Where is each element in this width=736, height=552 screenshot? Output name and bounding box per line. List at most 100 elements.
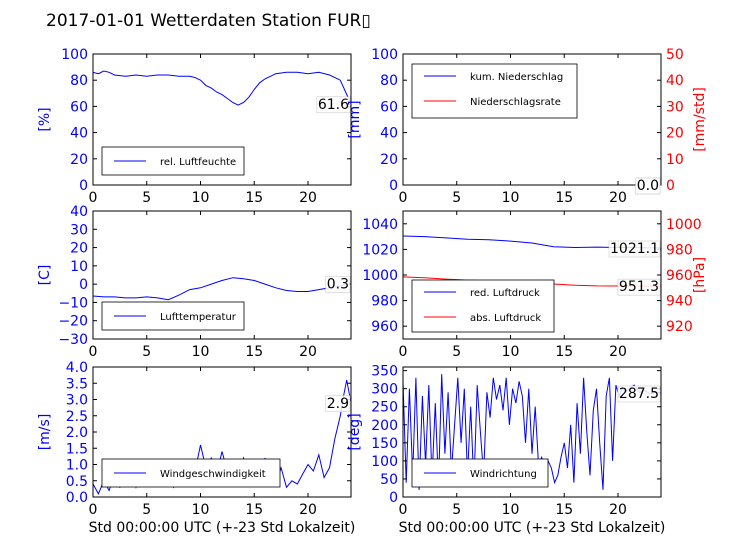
y2-tick-label: 0 [666,178,675,194]
x-tick-label: 0 [399,190,408,206]
y2-tick-label: 40 [666,73,684,89]
y-tick-label: 980 [371,294,398,310]
series-line-windrichtung [403,374,661,490]
last-value-label-box [617,385,661,403]
y-axis-label: [%] [37,107,53,131]
legend-box [411,63,578,119]
x-tick-label: 15 [555,190,573,206]
x-tick-label: 0 [399,344,408,360]
last-value-label: 287.5 [619,386,659,402]
y-tick-label: 100 [61,47,88,63]
y-tick-label: 3.5 [66,376,88,392]
last-value-label-2: 951.3 [619,279,659,295]
x-tick-label: 20 [299,344,317,360]
legend-label: kum. Niederschlag [470,72,563,83]
y-axis-label: [m/s] [37,414,53,451]
y-tick-label: 1040 [362,217,398,233]
y2-tick-label: 50 [666,47,684,63]
y-tick-label: 0 [389,490,398,506]
y-tick-label: 300 [371,382,398,398]
x-tick-label: 5 [452,190,461,206]
x-tick-label: 5 [452,502,461,518]
subplot-precip: 0 5 10 15 20 0 20 40 60 80 100 0 10 20 30 40 50 [mm] [mm/s… [347,47,708,206]
y-tick-label: 40 [70,126,88,142]
x-axis-label: Std 00:00:00 UTC (+-23 Std Lokalzeit) [399,520,666,536]
y-tick-label: 1020 [362,242,398,258]
y-tick-label: 20 [70,152,88,168]
axes-frame [402,366,662,498]
y2-tick-label: 10 [666,152,684,168]
y2-tick-label: 980 [666,242,693,258]
x-tick-label: 0 [89,502,98,518]
y2-axis-label: [mm/std] [692,87,708,152]
subplot-temperature: 0 5 10 15 20 −30 −20 −10 0 10 20 30 40 [C] Lufttempera… [37,204,352,360]
last-value-label: 1021.1 [610,241,659,257]
x-tick-label: 20 [609,502,627,518]
x-tick-label: 15 [555,502,573,518]
y-tick-label: 2.0 [66,425,88,441]
y-tick-label: 80 [70,73,88,89]
y2-tick-label: 940 [666,294,693,310]
y-tick-label: 4.0 [66,360,88,376]
x-tick-label: 5 [142,502,151,518]
legend-label: Lufttemperatur [160,312,237,323]
last-value-label-box [325,276,351,293]
last-value-label: 61.6 [318,97,349,113]
y2-tick-label: 1000 [666,217,702,233]
y-tick-label: 80 [380,73,398,89]
x-tick-label: 10 [502,502,520,518]
y-tick-label: 1.5 [66,441,88,457]
y-tick-label: 250 [371,400,398,416]
y2-axis-label: [hPa] [692,257,708,293]
series-line-lufttemperatur [93,277,351,301]
x-tick-label: 10 [192,344,210,360]
y-tick-label: 150 [371,436,398,452]
axes-frame [92,53,352,186]
last-value-label-2: 0.0 [637,178,659,194]
y-tick-label: 3.0 [66,393,88,409]
x-tick-label: 20 [609,190,627,206]
y-tick-label: 100 [371,454,398,470]
x-tick-label: 15 [245,190,263,206]
y-axis-label: [C] [37,265,53,286]
last-value-label-box [316,96,351,114]
subplot-pressure: 0 5 10 15 20 960 980 1000 1020 1040 920 940 960 980 10… [362,210,708,360]
legend-box [411,279,555,333]
y2-tick-label: 960 [666,268,693,284]
legend-label: Niederschlagsrate [470,97,561,108]
x-tick-label: 20 [299,190,317,206]
legend-label: Windgeschwindigkeit [160,469,266,480]
y-tick-label: 350 [371,364,398,380]
subplot-windspeed: 0 5 10 15 20 0.00.51.01.52.02.53.03.54.0 [m/s]… [37,360,355,536]
x-tick-label: 10 [502,190,520,206]
y-tick-label: 60 [70,99,88,115]
x-tick-label: 5 [142,190,151,206]
axes-frame [402,53,662,186]
x-axis-label: Std 00:00:00 UTC (+-23 Std Lokalzeit) [89,520,356,536]
x-tick-label: 20 [299,502,317,518]
y-tick-label: 100 [371,47,398,63]
y2-tick-label: 30 [666,99,684,115]
x-tick-label: 15 [555,344,573,360]
y-tick-label: −10 [58,295,88,311]
y-tick-label: 0 [389,178,398,194]
series-line-rel-luftfeuchte [93,70,351,106]
last-value-label: 0.3 [327,277,349,293]
last-value-label: 2.9 [327,396,349,412]
y-tick-label: 40 [380,126,398,142]
x-tick-label: 5 [142,344,151,360]
y-tick-label: 0.0 [66,490,88,506]
last-value-label-box [608,240,661,258]
subplot-humidity: 0 5 10 15 20 0 20 40 60 80 100 [%] rel. Luftfeuchte 6… [37,47,352,206]
y-tick-label: −20 [58,314,88,330]
y2-tick-label: 20 [666,126,684,142]
axes-frame [92,210,352,340]
x-tick-label: 0 [399,502,408,518]
y-tick-label: 40 [70,204,88,220]
legend-label: Windrichtung [470,469,537,480]
y-tick-label: 960 [371,319,398,335]
y-axis-label: [deg] [347,413,363,450]
x-tick-label: 10 [192,190,210,206]
